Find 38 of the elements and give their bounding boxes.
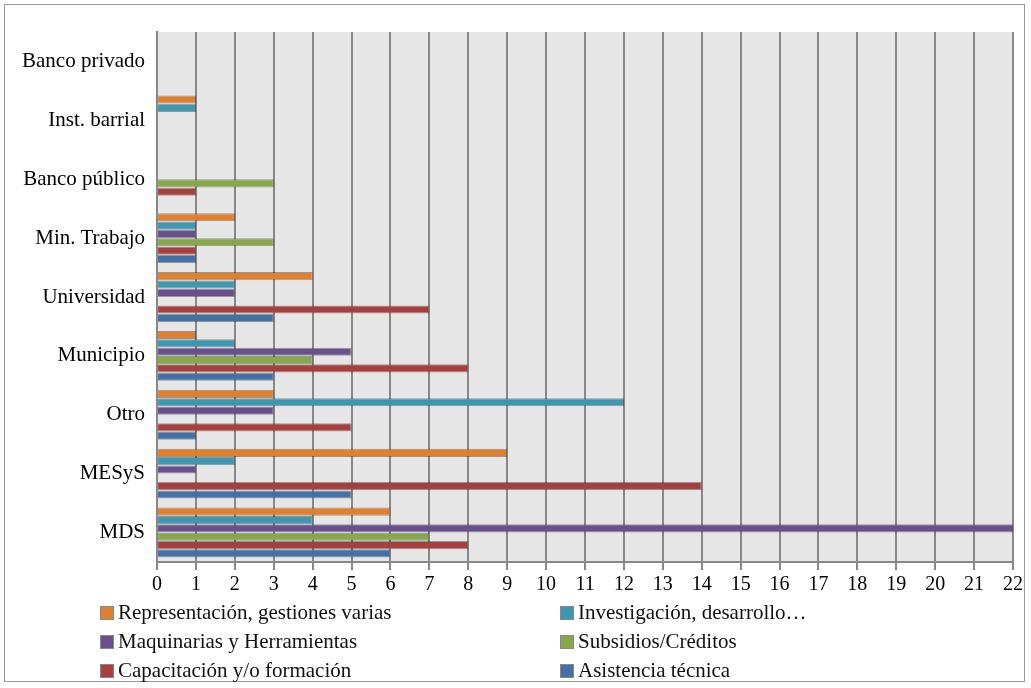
legend-label: Investigación, desarrollo… <box>578 600 807 625</box>
x-tick-label: 4 <box>307 572 318 595</box>
x-tick-label: 14 <box>691 572 712 595</box>
y-tick-label: Min. Trabajo <box>35 224 146 249</box>
x-tick-label: 8 <box>463 572 474 595</box>
x-tick-label: 11 <box>575 572 595 595</box>
x-tick-label: 18 <box>847 572 868 595</box>
x-tick-label: 3 <box>268 572 279 595</box>
x-tick-label: 9 <box>502 572 513 595</box>
x-tick-label: 5 <box>346 572 357 595</box>
y-tick-label: Banco privado <box>22 47 146 72</box>
x-tick-label: 16 <box>769 572 790 595</box>
x-tick-label: 6 <box>385 572 396 595</box>
x-tick-label: 13 <box>652 572 673 595</box>
x-tick-label: 12 <box>613 572 634 595</box>
x-tick-label: 10 <box>536 572 557 595</box>
y-tick-label: MESyS <box>79 460 146 485</box>
y-tick-label: Inst. barrial <box>48 106 146 131</box>
x-tick-label: 2 <box>229 572 240 595</box>
y-tick-label: Otro <box>106 401 146 426</box>
x-tick-label: 0 <box>152 572 163 595</box>
legend-label: Subsidios/Créditos <box>578 629 737 654</box>
legend-label: Capacitación y/o formación <box>118 658 352 683</box>
x-tick-label: 15 <box>730 572 751 595</box>
x-tick-label: 17 <box>808 572 829 595</box>
y-tick-label: Banco público <box>23 165 146 190</box>
x-tick-label: 20 <box>925 572 946 595</box>
x-tick-label: 19 <box>886 572 907 595</box>
y-tick-label: Universidad <box>42 283 146 308</box>
legend-label: Representación, gestiones varias <box>118 600 392 625</box>
x-tick-label: 7 <box>424 572 435 595</box>
y-tick-label: MDS <box>99 519 146 544</box>
legend-label: Maquinarias y Herramientas <box>118 629 358 654</box>
legend-label: Asistencia técnica <box>578 658 731 683</box>
x-tick-label: 22 <box>1003 572 1023 595</box>
x-tick-label: 1 <box>190 572 201 595</box>
y-tick-label: Municipio <box>57 342 146 367</box>
x-tick-label: 21 <box>964 572 985 595</box>
